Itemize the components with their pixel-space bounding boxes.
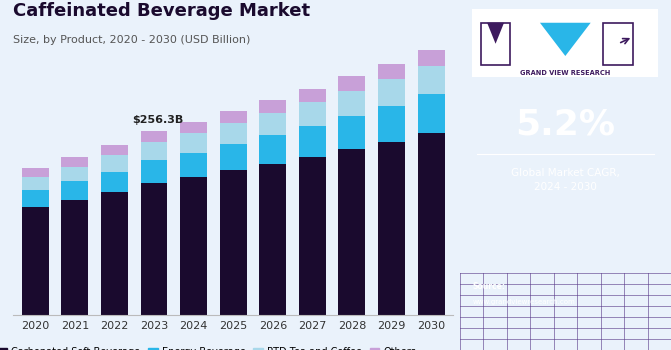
Bar — [180, 121, 207, 133]
Bar — [299, 126, 326, 156]
Bar — [21, 207, 49, 315]
Bar — [299, 156, 326, 315]
Text: Source:: Source: — [472, 282, 505, 291]
Bar — [417, 94, 445, 133]
Text: $256.3B: $256.3B — [132, 115, 183, 125]
Bar — [338, 77, 366, 91]
Text: Size, by Product, 2020 - 2030 (USD Billion): Size, by Product, 2020 - 2030 (USD Billi… — [13, 35, 251, 45]
Text: www.grandviewresearch.com: www.grandviewresearch.com — [472, 299, 575, 305]
Bar — [101, 155, 128, 172]
Bar — [338, 149, 366, 315]
Bar — [180, 133, 207, 153]
Bar — [21, 177, 49, 190]
Text: Global Market CAGR,
2024 - 2030: Global Market CAGR, 2024 - 2030 — [511, 168, 620, 192]
Bar — [259, 163, 287, 315]
Bar — [481, 23, 511, 65]
Bar — [338, 116, 366, 149]
Bar — [61, 158, 89, 167]
Bar — [61, 200, 89, 315]
Bar — [101, 145, 128, 155]
Bar — [219, 144, 247, 170]
Bar — [61, 167, 89, 181]
Bar — [21, 190, 49, 207]
Polygon shape — [487, 23, 504, 44]
Bar — [378, 106, 405, 141]
Bar — [259, 100, 287, 113]
Bar — [219, 123, 247, 144]
Bar — [299, 89, 326, 102]
Bar — [140, 131, 168, 142]
Bar — [417, 50, 445, 66]
Bar — [378, 141, 405, 315]
Bar — [299, 102, 326, 126]
Polygon shape — [540, 23, 590, 56]
Bar — [259, 135, 287, 163]
Bar — [378, 79, 405, 106]
Bar — [378, 64, 405, 79]
Bar — [417, 66, 445, 94]
Bar — [603, 23, 633, 65]
Bar — [140, 183, 168, 315]
Legend: Carbonated Soft Beverage, Energy Beverage, RTD Tea and Coffee, Others: Carbonated Soft Beverage, Energy Beverag… — [0, 343, 420, 350]
Bar — [61, 181, 89, 200]
Bar — [259, 113, 287, 135]
Bar — [417, 133, 445, 315]
Bar — [219, 170, 247, 315]
Bar — [180, 153, 207, 177]
Bar — [219, 111, 247, 123]
Text: 5.2%: 5.2% — [515, 107, 615, 141]
Bar — [338, 91, 366, 116]
Text: GRAND VIEW RESEARCH: GRAND VIEW RESEARCH — [520, 70, 611, 76]
FancyBboxPatch shape — [472, 9, 658, 77]
Bar — [101, 192, 128, 315]
Bar — [21, 168, 49, 177]
Bar — [140, 160, 168, 183]
Text: Caffeinated Beverage Market: Caffeinated Beverage Market — [13, 2, 311, 20]
Bar — [140, 142, 168, 160]
Bar — [180, 177, 207, 315]
Bar — [101, 172, 128, 192]
